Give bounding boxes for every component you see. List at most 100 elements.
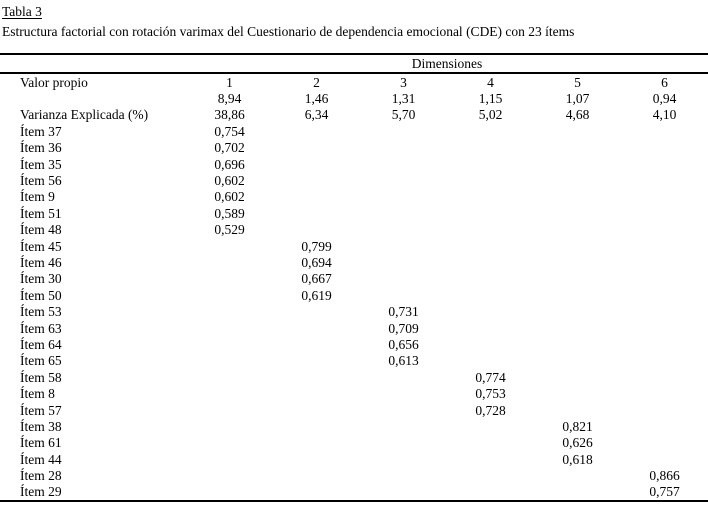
factor-loading-cell: 0,709 (388, 320, 419, 336)
item-row: Ítem 35 0,696 (0, 156, 708, 172)
factor-loading-cell: 0,694 (301, 254, 332, 270)
item-label: Ítem 50 (20, 287, 62, 303)
factor-loading-cell: 0,618 (562, 451, 593, 467)
empty-cell (273, 435, 360, 451)
empty-cell (360, 467, 447, 483)
summary-row-eigenvalues: 8,94 1,46 1,31 1,15 1,07 0,94 (0, 90, 708, 106)
empty-cell (447, 287, 534, 303)
factor-loading-cell: 0,731 (388, 304, 419, 320)
eigenvalue: 8,94 (217, 91, 242, 107)
empty-cell (534, 353, 621, 369)
item-label: Ítem 35 (20, 156, 62, 172)
empty-cell (273, 320, 360, 336)
empty-cell (621, 189, 708, 205)
empty-cell (621, 320, 708, 336)
empty-cell (534, 287, 621, 303)
empty-cell (273, 402, 360, 418)
variance-value: 5,70 (391, 107, 416, 123)
item-row: Ítem 44 0,618 (0, 451, 708, 467)
dimension-number: 4 (487, 74, 494, 90)
dimension-number: 2 (313, 74, 320, 90)
eigenvalue: 1,31 (391, 91, 416, 107)
factor-loading-cell: 0,529 (214, 222, 245, 238)
empty-cell (447, 320, 534, 336)
item-label: Ítem 29 (20, 484, 62, 500)
factor-loadings-table: Dimensiones Valor propio 1 2 3 4 5 6 8,9… (0, 53, 708, 503)
item-label: Ítem 46 (20, 254, 62, 270)
empty-cell (447, 303, 534, 319)
item-label: Ítem 30 (20, 271, 62, 287)
item-label: Ítem 36 (20, 140, 62, 156)
factor-loading-cell: 0,602 (214, 173, 245, 189)
factor-loading-cell: 0,602 (214, 189, 245, 205)
item-row: Ítem 48 0,529 (0, 222, 708, 238)
empty-cell (273, 484, 360, 501)
empty-cell (273, 222, 360, 238)
empty-cell (447, 205, 534, 221)
empty-cell (273, 189, 360, 205)
dimension-number: 1 (226, 74, 233, 90)
empty-cell (360, 222, 447, 238)
item-row: Ítem 45 0,799 (0, 238, 708, 254)
empty-cell (447, 189, 534, 205)
item-row: Ítem 53 0,731 (0, 303, 708, 319)
empty-cell (621, 451, 708, 467)
item-row: Ítem 65 0,613 (0, 353, 708, 369)
empty-cell (273, 303, 360, 319)
item-label: Ítem 37 (20, 123, 62, 139)
empty-cell (447, 123, 534, 139)
empty-cell (360, 385, 447, 401)
empty-cell (360, 418, 447, 434)
item-row: Ítem 8 0,753 (0, 385, 708, 401)
empty-cell (621, 402, 708, 418)
item-label: Ítem 38 (20, 418, 62, 434)
factor-loading-cell: 0,613 (388, 353, 419, 369)
empty-cell (273, 385, 360, 401)
summary-label: Valor propio (20, 74, 88, 90)
eigenvalue: 1,07 (565, 91, 590, 107)
dimension-number: 5 (574, 74, 581, 90)
empty-cell (447, 140, 534, 156)
empty-cell (447, 353, 534, 369)
empty-cell (360, 123, 447, 139)
empty-cell (534, 336, 621, 352)
empty-cell (447, 238, 534, 254)
empty-cell (186, 369, 273, 385)
item-label: Ítem 8 (20, 386, 55, 402)
item-row: Ítem 30 0,667 (0, 271, 708, 287)
item-row: Ítem 28 0,866 (0, 467, 708, 483)
item-label: Ítem 56 (20, 173, 62, 189)
empty-cell (621, 140, 708, 156)
empty-cell (447, 435, 534, 451)
empty-cell (360, 156, 447, 172)
empty-cell (447, 451, 534, 467)
empty-cell (447, 271, 534, 287)
empty-cell (186, 402, 273, 418)
item-row: Ítem 56 0,602 (0, 172, 708, 188)
item-label: Ítem 57 (20, 402, 62, 418)
summary-row-variance: Varianza Explicada (%) 38,86 6,34 5,70 5… (0, 107, 708, 123)
empty-cell (534, 385, 621, 401)
item-row: Ítem 61 0,626 (0, 435, 708, 451)
item-row: Ítem 36 0,702 (0, 140, 708, 156)
empty-cell (534, 140, 621, 156)
empty-cell (534, 205, 621, 221)
factor-loading-cell: 0,696 (214, 156, 245, 172)
eigenvalue: 1,46 (304, 91, 329, 107)
empty-cell (186, 320, 273, 336)
empty-cell (360, 271, 447, 287)
table-subtitle: Estructura factorial con rotación varima… (2, 24, 575, 39)
empty-cell (186, 467, 273, 483)
empty-cell (360, 435, 447, 451)
item-row: Ítem 58 0,774 (0, 369, 708, 385)
empty-cell (447, 484, 534, 501)
empty-cell (534, 369, 621, 385)
empty-cell (447, 336, 534, 352)
empty-cell (273, 451, 360, 467)
factor-loading-cell: 0,656 (388, 336, 419, 352)
item-row: Ítem 29 0,757 (0, 484, 708, 501)
empty-cell (186, 238, 273, 254)
empty-cell (360, 254, 447, 270)
item-row: Ítem 50 0,619 (0, 287, 708, 303)
empty-cell (447, 467, 534, 483)
